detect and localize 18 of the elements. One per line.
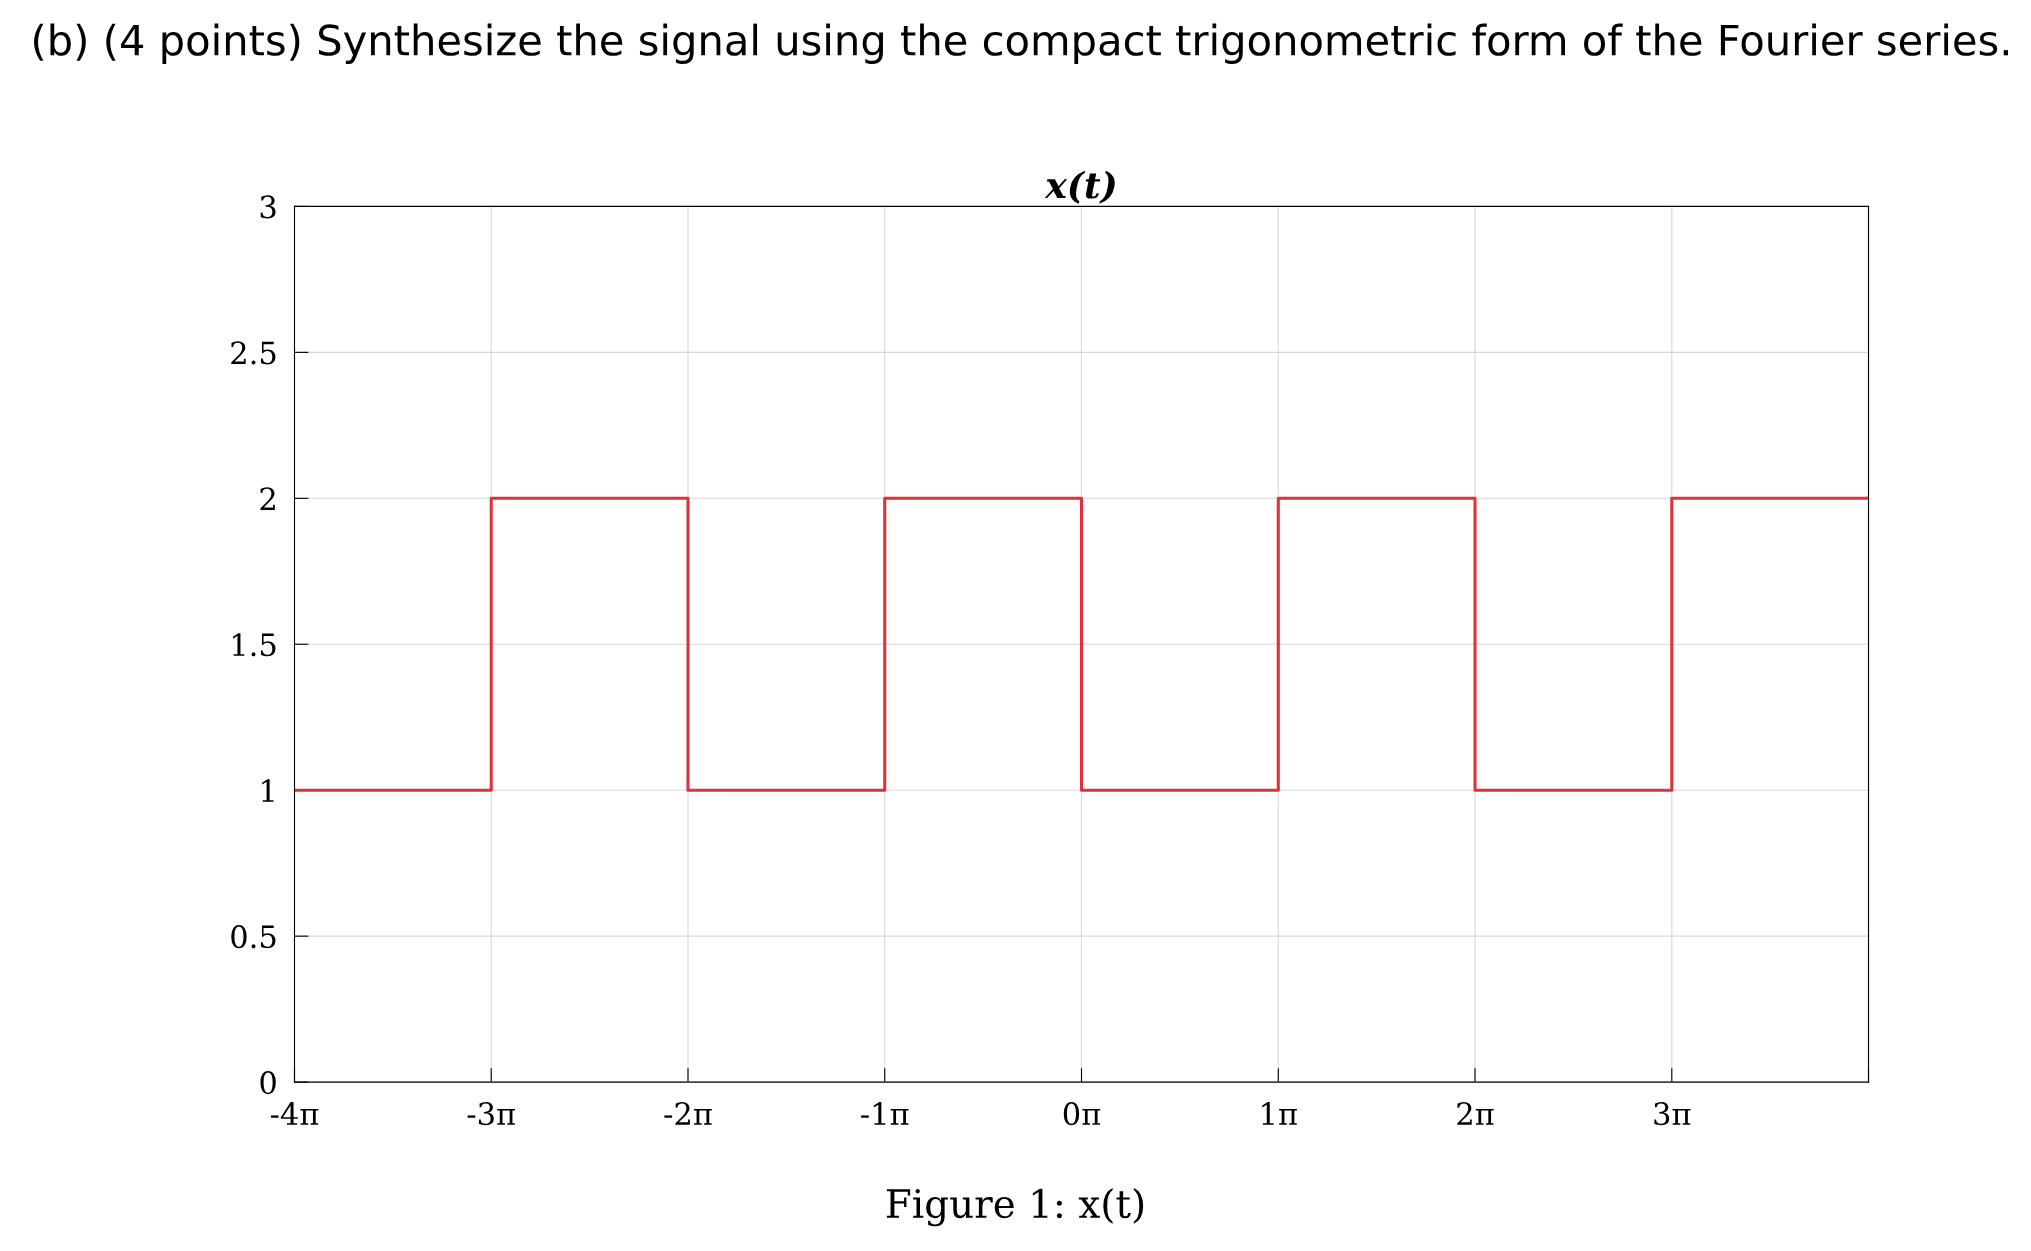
y-tick-label: 0.5 — [231, 925, 276, 949]
y-tick-label: 0 — [260, 1071, 276, 1095]
x-tick-label: -2π — [664, 1102, 712, 1125]
y-tick-label: 1 — [262, 779, 274, 802]
x-tick-label: -1π — [861, 1102, 909, 1125]
x-tick-label: 3π — [1654, 1102, 1691, 1126]
x-tick-label: -3π — [467, 1102, 516, 1126]
x-tick-label: -4π — [270, 1102, 319, 1125]
chart-title: x(t) — [1044, 170, 1115, 204]
x-tick-label: 1π — [1262, 1102, 1297, 1125]
caption: Figure 1: x(t) — [886, 1188, 1144, 1227]
text: (b) (4 points) Synthesize the signal using the compact trigonometric form of the Fourier series. — [34, 23, 2009, 64]
y-tick-label: 2.5 — [231, 341, 276, 365]
y-tick-label: 3 — [260, 195, 276, 219]
x-tick-label: 2π — [1457, 1102, 1494, 1125]
y-tick-label: 2 — [260, 487, 275, 510]
x-tick-label: 0π — [1063, 1102, 1101, 1126]
y-tick-label: 1.5 — [232, 633, 276, 657]
